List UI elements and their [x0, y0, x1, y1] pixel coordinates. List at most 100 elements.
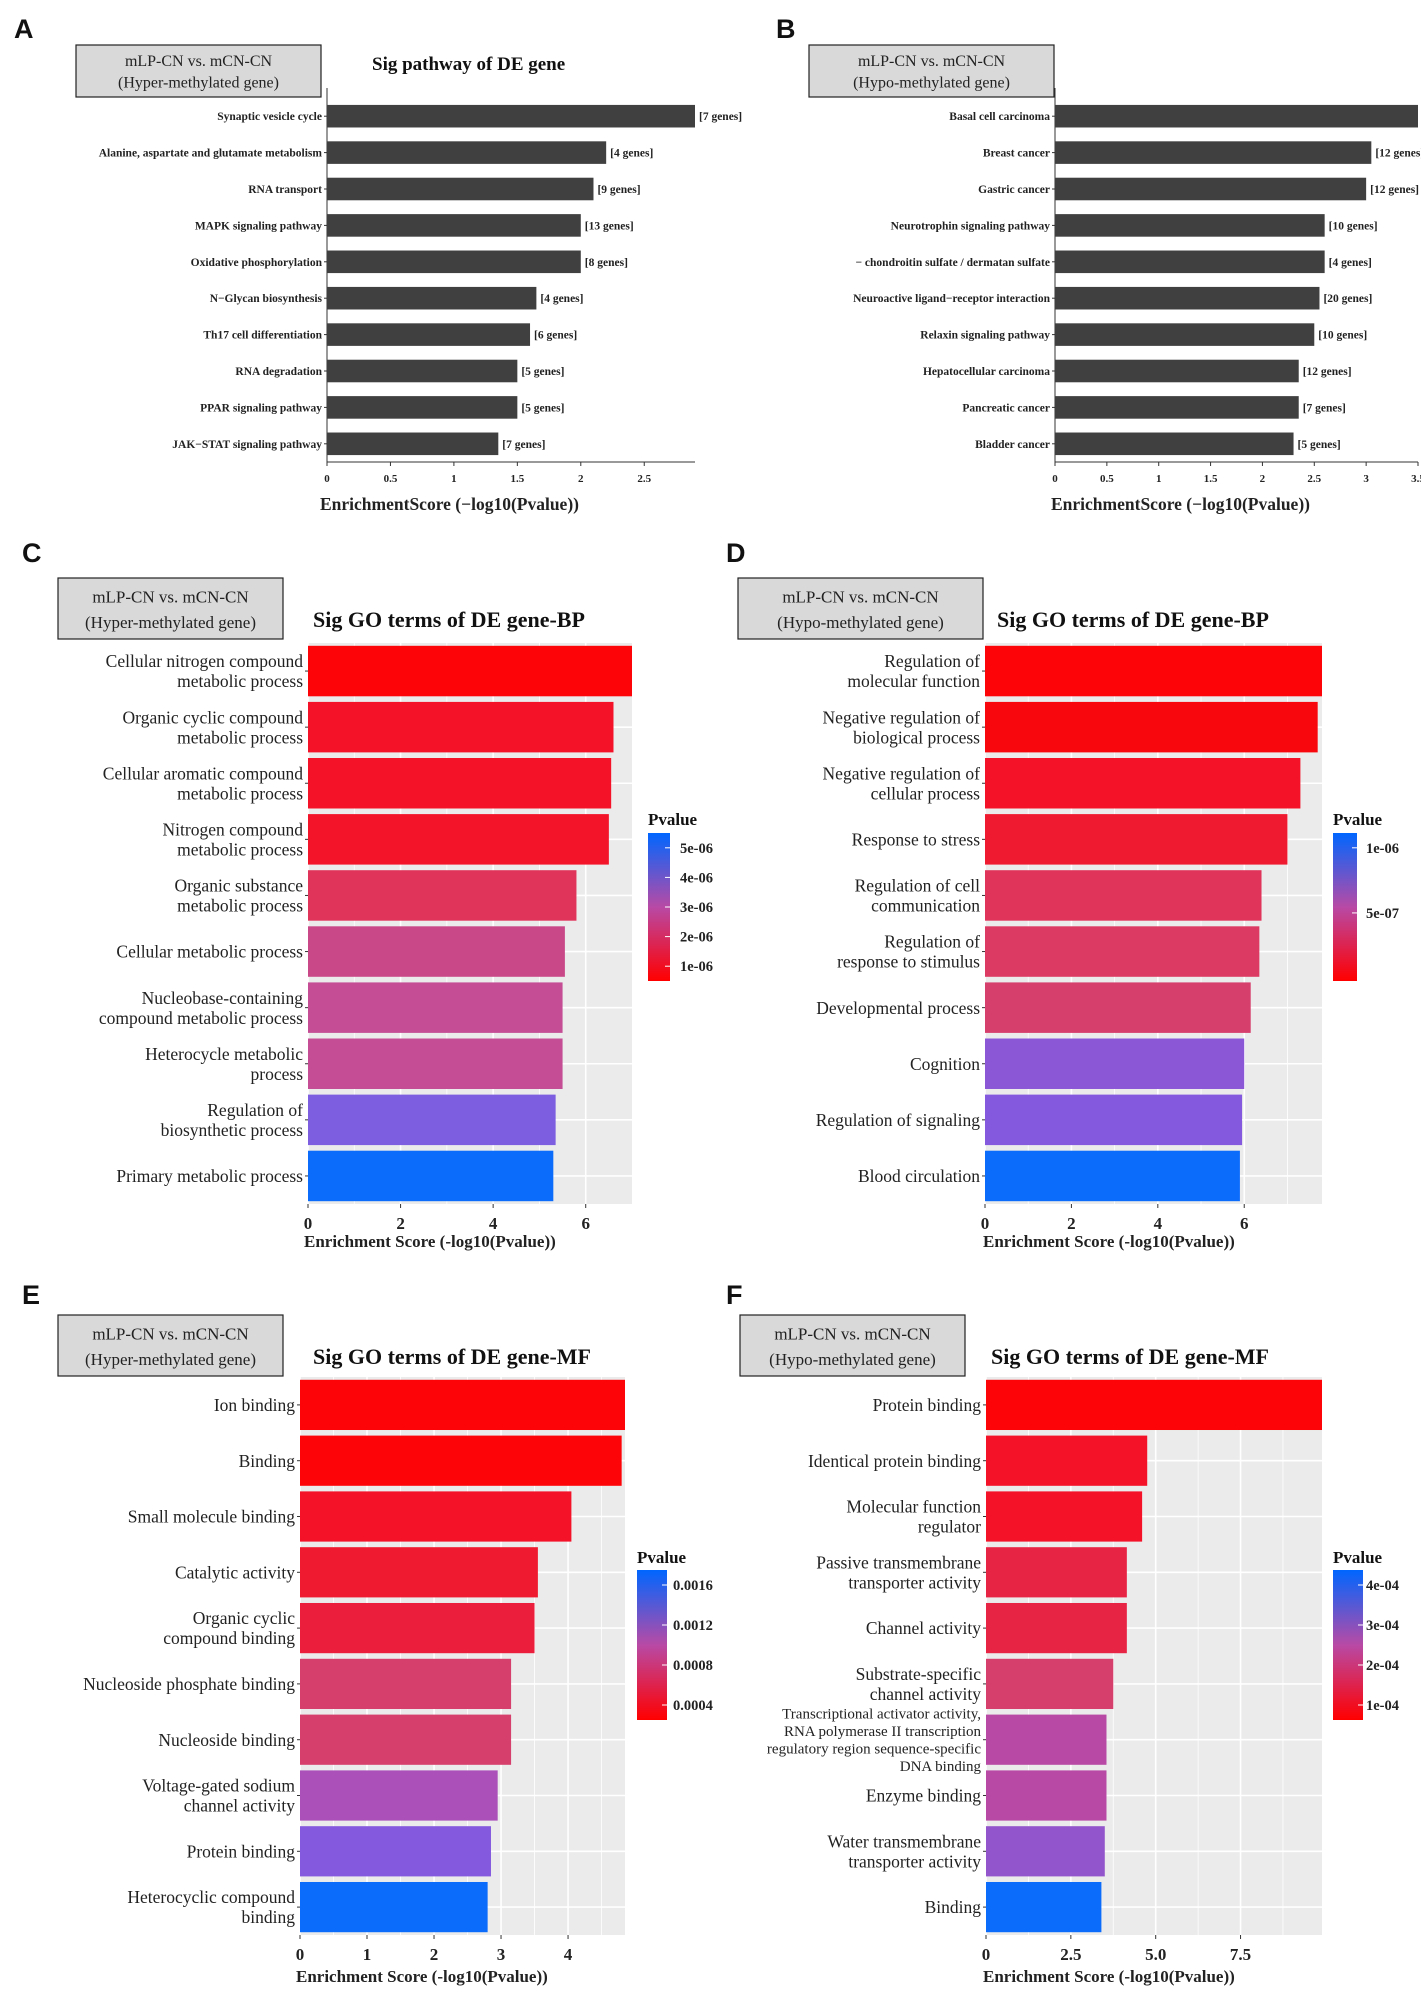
- category-label: Nucleobase-containing: [142, 988, 304, 1008]
- bar: [1055, 359, 1299, 383]
- comparison-line-2: (Hypo-methylated gene): [769, 1350, 936, 1369]
- x-tick-label: 3: [497, 1945, 506, 1964]
- category-label: transporter activity: [848, 1572, 981, 1592]
- legend-tick-label: 0.0008: [673, 1658, 713, 1674]
- bar: [1055, 250, 1325, 274]
- bar: [327, 250, 581, 274]
- comparison-line-2: (Hypo-methylated gene): [777, 613, 944, 632]
- bar: [1055, 286, 1320, 310]
- bar: [1055, 323, 1315, 346]
- bar: [1055, 214, 1325, 237]
- bar-label: [5 genes]: [1298, 439, 1341, 451]
- bar: [986, 1770, 1107, 1821]
- panel-letter: D: [726, 538, 746, 568]
- x-tick-label: 6: [581, 1214, 590, 1233]
- x-tick-label: 0: [1052, 473, 1058, 485]
- x-tick-label: 1: [451, 473, 457, 485]
- category-label: Relaxin signaling pathway: [920, 330, 1050, 342]
- bar: [327, 286, 537, 310]
- x-tick-label: 0: [304, 1214, 313, 1233]
- bar: [986, 1881, 1102, 1933]
- x-tick-label: 1.5: [510, 473, 524, 485]
- legend-title: Pvalue: [637, 1548, 687, 1567]
- bar-label: [12 genes]: [1375, 148, 1421, 160]
- category-label: Bladder cancer: [975, 439, 1050, 451]
- category-label: Developmental process: [816, 998, 980, 1018]
- x-tick-label: 1.5: [1204, 473, 1218, 485]
- category-label: metabolic process: [177, 783, 303, 803]
- bar: [985, 926, 1260, 977]
- bar: [986, 1658, 1114, 1710]
- comparison-box: [57, 577, 284, 640]
- category-label: Cellular aromatic compound: [103, 763, 303, 783]
- legend-colorbar: [637, 1570, 667, 1720]
- category-label: Regulation of signaling: [816, 1110, 981, 1130]
- bar: [308, 982, 563, 1033]
- x-axis-label: Enrichment Score (-log10(Pvalue)): [304, 1232, 556, 1251]
- x-tick-label: 2: [1260, 473, 1266, 485]
- category-label: DNA binding: [900, 1759, 982, 1775]
- bar: [327, 359, 518, 383]
- x-tick-label: 2: [578, 473, 584, 485]
- legend-title: Pvalue: [1333, 810, 1383, 829]
- bar: [1055, 104, 1418, 128]
- category-label: N−Glycan biosynthesis: [210, 293, 323, 305]
- bar: [985, 870, 1262, 921]
- comparison-box: [739, 1314, 966, 1377]
- comparison-line-1: mLP-CN vs. mCN-CN: [774, 1324, 930, 1343]
- category-label: − chondroitin sulfate / dermatan sulfate: [856, 257, 1051, 269]
- bar: [1055, 141, 1372, 164]
- bar: [308, 645, 632, 697]
- category-label: Molecular function: [846, 1497, 981, 1517]
- x-tick-label: 0.5: [1100, 473, 1114, 485]
- bar-label: [7 genes]: [1303, 402, 1346, 414]
- x-tick-label: 2: [430, 1945, 439, 1964]
- category-label: Ion binding: [214, 1395, 295, 1415]
- comparison-box: [75, 44, 322, 98]
- x-tick-label: 2.5: [637, 473, 651, 485]
- bar: [986, 1602, 1127, 1654]
- bar: [308, 926, 565, 977]
- comparison-line-1: mLP-CN vs. mCN-CN: [858, 53, 1006, 70]
- category-label: RNA transport: [248, 184, 322, 196]
- bar: [308, 870, 577, 921]
- category-label: metabolic process: [177, 839, 303, 859]
- bar-label: [7 genes]: [502, 439, 545, 451]
- category-label: Negative regulation of: [823, 763, 981, 783]
- category-label: Gastric cancer: [978, 184, 1050, 196]
- legend-tick-label: 0.0004: [673, 1698, 713, 1714]
- bar: [300, 1435, 622, 1486]
- x-tick-label: 0.5: [384, 473, 398, 485]
- bar: [327, 141, 607, 164]
- bar: [300, 1547, 538, 1598]
- legend-colorbar: [1333, 833, 1357, 981]
- category-label: Response to stress: [852, 829, 981, 849]
- category-label: Substrate-specific: [856, 1664, 982, 1684]
- x-axis-label: Enrichment Score (-log10(Pvalue)): [983, 1232, 1235, 1251]
- bar: [986, 1435, 1148, 1486]
- x-tick-label: 1: [363, 1945, 372, 1964]
- bar-label: [9 genes]: [597, 184, 640, 196]
- category-label: Oxidative phosphorylation: [191, 257, 323, 269]
- bar: [327, 177, 594, 201]
- bar: [308, 1150, 554, 1202]
- bar: [986, 1491, 1143, 1542]
- category-label: Regulation of: [884, 651, 980, 671]
- category-label: binding: [242, 1907, 296, 1927]
- category-label: cellular process: [871, 783, 981, 803]
- bar-label: [4 genes]: [1329, 257, 1372, 269]
- x-tick-label: 1: [1156, 473, 1162, 485]
- legend-title: Pvalue: [648, 810, 698, 829]
- category-label: Organic cyclic: [193, 1608, 295, 1628]
- bar: [327, 214, 581, 237]
- bar: [308, 758, 612, 809]
- legend-tick-label: 2e-04: [1366, 1658, 1399, 1674]
- x-tick-label: 2: [1067, 1214, 1076, 1233]
- bar: [985, 814, 1288, 865]
- x-axis-label: EnrichmentScore (−log10(Pvalue)): [1051, 494, 1310, 514]
- x-tick-label: 0: [324, 473, 330, 485]
- bar: [300, 1826, 491, 1877]
- comparison-line-1: mLP-CN vs. mCN-CN: [125, 53, 273, 70]
- panel-letter: E: [22, 1280, 40, 1310]
